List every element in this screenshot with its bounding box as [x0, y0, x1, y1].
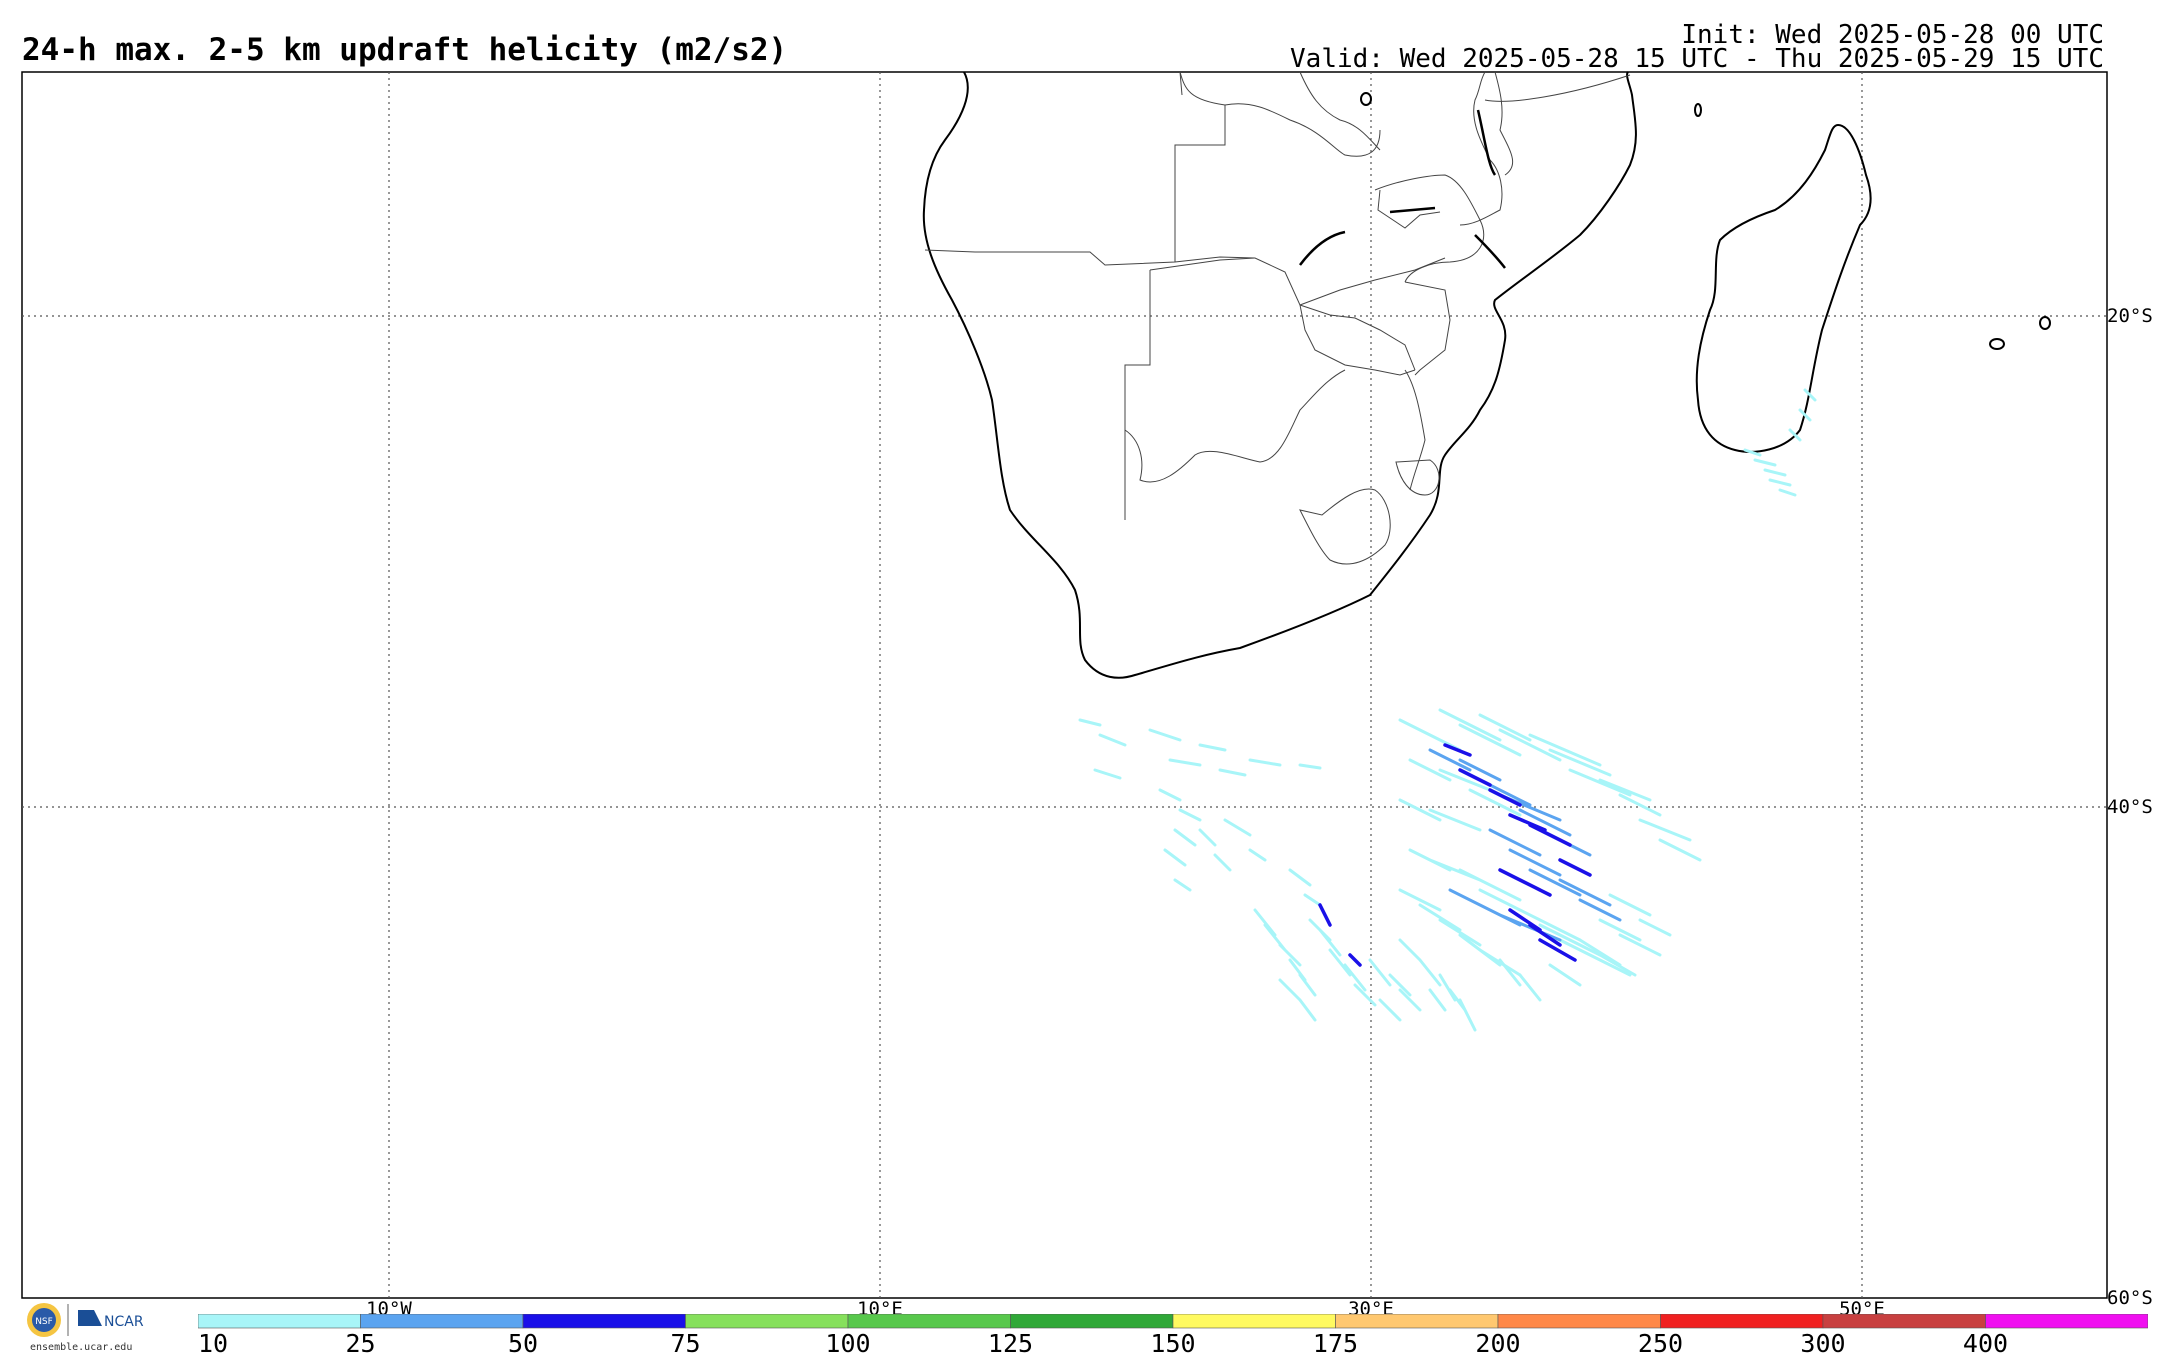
graticule [22, 72, 2107, 1298]
colorbar-label: 10 [198, 1329, 228, 1354]
colorbar-label: 250 [1638, 1329, 1683, 1354]
country-borders [924, 71, 1631, 565]
colorbar-label: 175 [1313, 1329, 1358, 1354]
lat-label: 40°S [2107, 796, 2153, 818]
colorbar: 10 25 50 75 100 125 150 175 200 250 300 400 [198, 1314, 2148, 1354]
helicity-swaths [1078, 388, 1817, 1032]
colorbar-label: 400 [1963, 1329, 2008, 1354]
colorbar-segment [1985, 1314, 2148, 1329]
lat-labels: 20°S 40°S 60°S [2107, 305, 2153, 1309]
valid-time: Valid: Wed 2025-05-28 15 UTC - Thu 2025-… [1290, 44, 2104, 74]
colorbar-segment [1335, 1314, 1499, 1329]
lat-label: 60°S [2107, 1287, 2153, 1309]
logo-ncar-text: NCAR [104, 1314, 144, 1330]
logo-url: ensemble.ucar.edu [30, 1342, 132, 1353]
colorbar-label: 75 [670, 1329, 700, 1354]
colorbar-label: 125 [988, 1329, 1033, 1354]
colorbar-label: 300 [1800, 1329, 1845, 1354]
colorbar-label: 25 [345, 1329, 375, 1354]
colorbar-segment [847, 1314, 1011, 1329]
colorbar-segment [522, 1314, 686, 1329]
map-title: 24-h max. 2-5 km updraft helicity (m2/s2… [22, 32, 788, 68]
colorbar-label: 150 [1150, 1329, 1195, 1354]
logo-block: NSF NCAR ensemble.ucar.edu [22, 1300, 162, 1358]
lat-label: 20°S [2107, 305, 2153, 327]
colorbar-segment [1172, 1314, 1336, 1329]
colorbar-segment [198, 1314, 361, 1329]
coastlines [922, 71, 2051, 679]
colorbar-segment [1660, 1314, 1824, 1329]
colorbar-segment [1010, 1314, 1174, 1329]
colorbar-label: 50 [508, 1329, 538, 1354]
colorbar-segment [360, 1314, 524, 1329]
init-time: Init: Wed 2025-05-28 00 UTC [1681, 20, 2104, 50]
ncar-mark-icon [78, 1310, 102, 1326]
logo-nsf-text: NSF [35, 1317, 53, 1327]
colorbar-segment [1497, 1314, 1661, 1329]
colorbar-segment [1822, 1314, 1986, 1329]
lakes [1299, 109, 1506, 269]
colorbar-segment [685, 1314, 849, 1329]
map-frame [21, 71, 2108, 1299]
colorbar-label: 200 [1475, 1329, 1520, 1354]
colorbar-label: 100 [825, 1329, 870, 1354]
